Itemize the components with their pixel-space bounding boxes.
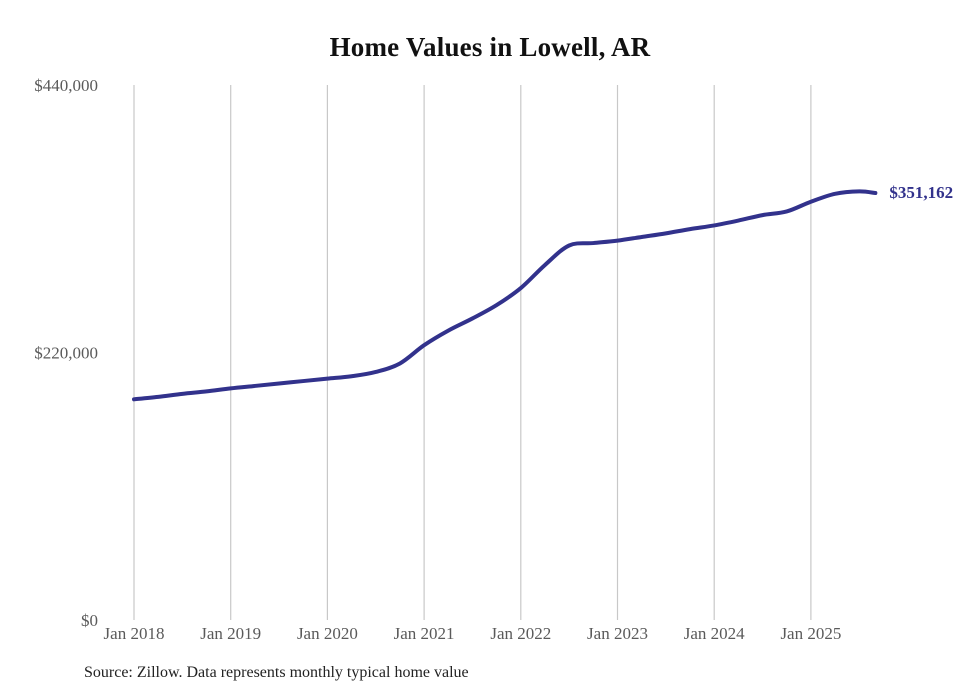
y-tick-label: $440,000: [34, 76, 98, 95]
source-note: Source: Zillow. Data represents monthly …: [84, 664, 469, 681]
x-tick-label: Jan 2021: [394, 624, 455, 643]
y-tick-label: $220,000: [34, 344, 98, 363]
x-tick-label: Jan 2022: [490, 624, 551, 643]
end-value-label: $351,162: [889, 183, 953, 202]
chart-title: Home Values in Lowell, AR: [329, 32, 651, 62]
series-group: [132, 189, 878, 402]
end-value-text: $351,162: [889, 183, 953, 202]
y-axis-tick-labels: $0 $220,000 $440,000: [34, 76, 98, 630]
x-tick-label: Jan 2023: [587, 624, 648, 643]
y-tick-label: $0: [81, 611, 98, 630]
x-tick-label: Jan 2018: [104, 624, 165, 643]
gridlines-group: [133, 85, 812, 620]
series-line-0: [132, 189, 878, 402]
x-tick-label: Jan 2020: [297, 624, 358, 643]
x-tick-label: Jan 2024: [684, 624, 745, 643]
x-axis-tick-labels: Jan 2018 Jan 2019 Jan 2020 Jan 2021 Jan 2022…: [104, 624, 842, 643]
x-tick-label: Jan 2025: [780, 624, 841, 643]
x-tick-label: Jan 2019: [200, 624, 261, 643]
